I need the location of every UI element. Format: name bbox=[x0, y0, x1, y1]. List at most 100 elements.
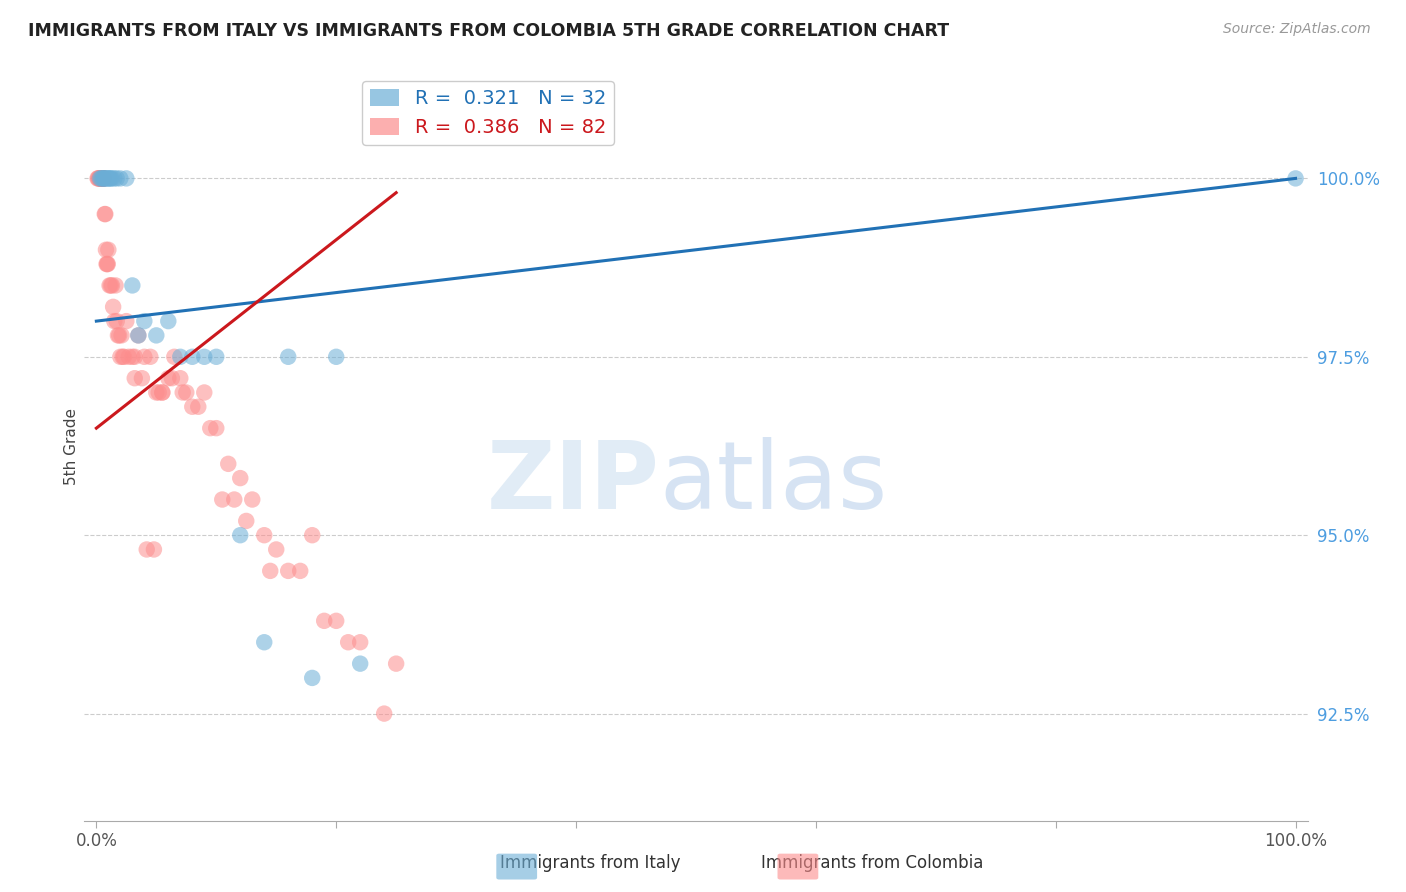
Point bbox=[205, 350, 228, 364]
Point bbox=[94, 207, 117, 221]
Point bbox=[100, 278, 122, 293]
Point bbox=[349, 635, 371, 649]
Point bbox=[224, 492, 246, 507]
Point bbox=[110, 328, 132, 343]
Point bbox=[135, 542, 157, 557]
Point bbox=[142, 542, 165, 557]
Point bbox=[205, 421, 228, 435]
Text: ZIP: ZIP bbox=[486, 437, 659, 530]
Point bbox=[112, 350, 135, 364]
Point bbox=[163, 350, 186, 364]
Point bbox=[93, 171, 115, 186]
Point bbox=[181, 350, 204, 364]
Point bbox=[86, 171, 108, 186]
Point bbox=[240, 492, 263, 507]
Point bbox=[91, 171, 114, 186]
Point bbox=[229, 528, 252, 542]
Point bbox=[105, 171, 128, 186]
Point bbox=[337, 635, 360, 649]
Point bbox=[124, 371, 146, 385]
Point bbox=[103, 314, 125, 328]
Point bbox=[121, 350, 143, 364]
Point bbox=[87, 171, 110, 186]
Point bbox=[110, 171, 132, 186]
Point bbox=[145, 385, 167, 400]
Point bbox=[373, 706, 395, 721]
Point bbox=[264, 542, 287, 557]
Point bbox=[253, 528, 276, 542]
Point bbox=[314, 614, 336, 628]
Point bbox=[157, 314, 180, 328]
Point bbox=[93, 171, 115, 186]
Point bbox=[301, 528, 323, 542]
Point bbox=[172, 385, 194, 400]
Point bbox=[115, 314, 138, 328]
Point bbox=[90, 171, 112, 186]
Point bbox=[325, 350, 347, 364]
Point bbox=[97, 243, 120, 257]
Point bbox=[100, 171, 122, 186]
Point bbox=[169, 350, 191, 364]
Point bbox=[93, 171, 115, 186]
Point bbox=[90, 171, 112, 186]
Text: Source: ZipAtlas.com: Source: ZipAtlas.com bbox=[1223, 22, 1371, 37]
Point bbox=[118, 350, 141, 364]
Point bbox=[97, 171, 120, 186]
Point bbox=[89, 171, 111, 186]
Point bbox=[90, 171, 112, 186]
Point bbox=[229, 471, 252, 485]
Point bbox=[94, 243, 117, 257]
Point bbox=[91, 171, 114, 186]
Point bbox=[89, 171, 111, 186]
Point bbox=[181, 400, 204, 414]
Point bbox=[90, 171, 112, 186]
Point bbox=[98, 278, 121, 293]
Point bbox=[97, 257, 120, 271]
Legend: R =  0.321   N = 32, R =  0.386   N = 82: R = 0.321 N = 32, R = 0.386 N = 82 bbox=[363, 81, 614, 145]
Point bbox=[101, 300, 124, 314]
Point bbox=[90, 171, 112, 186]
Point bbox=[111, 350, 134, 364]
Point bbox=[325, 614, 347, 628]
Point bbox=[187, 400, 209, 414]
Point bbox=[96, 257, 118, 271]
Point bbox=[235, 514, 257, 528]
Point bbox=[104, 278, 127, 293]
Point bbox=[169, 371, 191, 385]
Point bbox=[93, 171, 115, 186]
Point bbox=[107, 328, 129, 343]
Point bbox=[253, 635, 276, 649]
Point bbox=[385, 657, 408, 671]
Point bbox=[101, 278, 124, 293]
Point bbox=[200, 421, 222, 435]
Point bbox=[115, 171, 138, 186]
Text: IMMIGRANTS FROM ITALY VS IMMIGRANTS FROM COLOMBIA 5TH GRADE CORRELATION CHART: IMMIGRANTS FROM ITALY VS IMMIGRANTS FROM… bbox=[28, 22, 949, 40]
Point bbox=[259, 564, 281, 578]
Point bbox=[121, 278, 143, 293]
Text: atlas: atlas bbox=[659, 437, 887, 530]
Point bbox=[290, 564, 312, 578]
Point bbox=[96, 171, 118, 186]
Point bbox=[94, 171, 117, 186]
Point bbox=[131, 371, 153, 385]
Point bbox=[105, 314, 128, 328]
Point bbox=[90, 171, 112, 186]
Point bbox=[108, 328, 131, 343]
Point bbox=[89, 171, 111, 186]
Point bbox=[277, 564, 299, 578]
Point bbox=[91, 171, 114, 186]
Point bbox=[87, 171, 110, 186]
Point bbox=[150, 385, 173, 400]
Point bbox=[91, 171, 114, 186]
Point bbox=[193, 350, 215, 364]
Point bbox=[93, 171, 117, 186]
Point bbox=[96, 257, 118, 271]
Point bbox=[110, 350, 132, 364]
Point bbox=[148, 385, 170, 400]
Point bbox=[101, 171, 124, 186]
Point bbox=[134, 314, 156, 328]
Point bbox=[211, 492, 233, 507]
Point bbox=[193, 385, 215, 400]
Point bbox=[98, 171, 121, 186]
Text: Immigrants from Colombia: Immigrants from Colombia bbox=[761, 855, 983, 872]
